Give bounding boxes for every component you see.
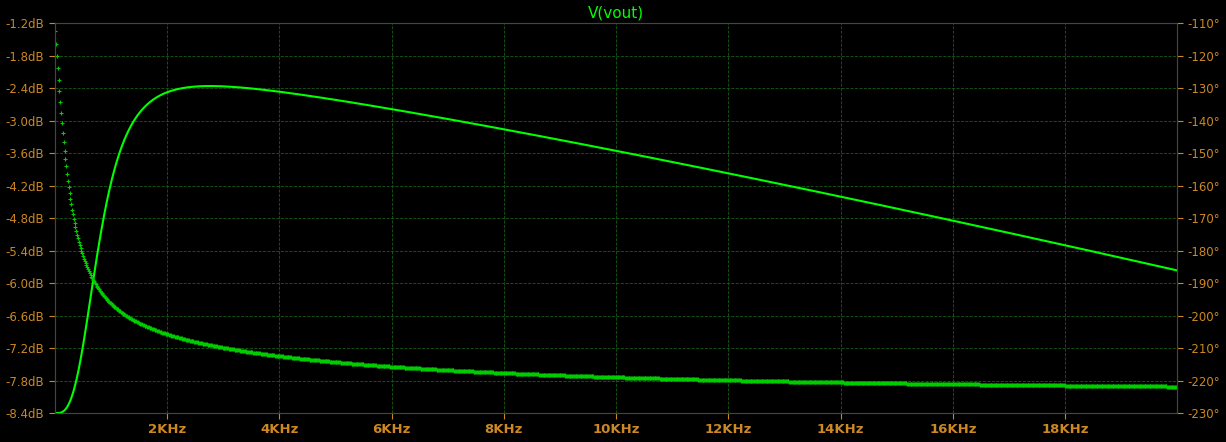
Title: V(vout): V(vout) — [588, 6, 644, 21]
